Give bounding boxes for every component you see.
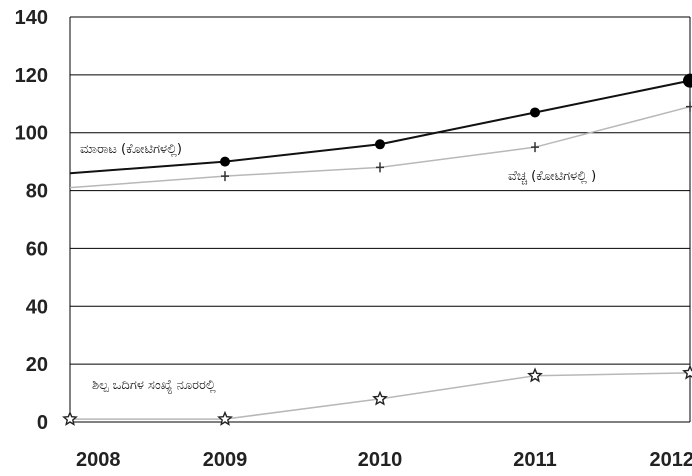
point-sales-2010 [375,139,385,150]
x-axis-ticks: 2008 2009 2010 2011 2012 [76,449,692,471]
y-tick-140: 140 [15,7,48,29]
y-tick-40: 40 [26,296,48,318]
point-expense-2012 [686,101,692,112]
y-tick-120: 120 [15,65,48,87]
x-tick-2010: 2010 [358,449,403,471]
point-count-2008 [62,410,78,426]
x-tick-2012: 2012 [650,449,692,471]
point-expense-2011 [531,142,539,153]
point-expense-2009 [221,171,229,182]
x-tick-2009: 2009 [203,449,248,471]
y-tick-20: 20 [26,354,48,376]
series-line-sales [69,79,691,175]
gridlines [69,16,691,423]
point-sales-2009 [220,156,230,167]
series-label-count: ಶಿಲ್ಪ ಒದಿಗಳ ಸಂಖ್ಯೆ ನೂರರಲ್ಲಿ [92,378,216,394]
y-tick-60: 60 [26,238,48,260]
series-label-sales: ಮಾರಾಟ (ಕೋಟಿಗಳಲ್ಲಿ) [80,142,182,157]
point-count-2011 [527,367,543,383]
point-count-2009 [217,410,233,426]
y-tick-100: 100 [15,123,48,145]
series-labels: ಮಾರಾಟ (ಕೋಟಿಗಳಲ್ಲಿ) ವೆಚ್ಚ (ಕೋಟಿಗಳಲ್ಲಿ ) ಶ… [80,142,596,394]
point-sales-2012 [683,73,692,88]
series-lines [69,79,691,420]
y-tick-0: 0 [37,412,48,434]
series-label-expense: ವೆಚ್ಚ (ಕೋಟಿಗಳಲ್ಲಿ ) [508,169,596,185]
y-axis-ticks: 0 20 40 60 80 100 120 140 [15,7,48,434]
point-count-2012 [682,364,692,380]
x-tick-2008: 2008 [76,449,121,471]
x-tick-2011: 2011 [513,449,556,471]
series-markers [62,73,692,426]
point-sales-2011 [530,107,540,118]
point-count-2010 [372,390,388,406]
point-expense-2010 [376,162,384,173]
y-tick-80: 80 [26,181,48,203]
